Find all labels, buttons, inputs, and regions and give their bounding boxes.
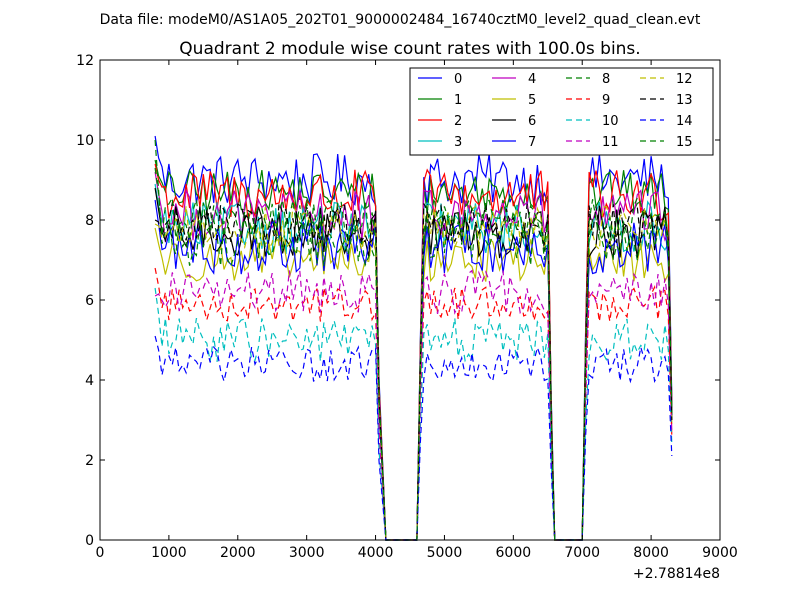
x-tick-label: 3000 xyxy=(289,545,325,561)
legend-label-7: 7 xyxy=(528,135,536,150)
y-tick-label: 6 xyxy=(85,293,94,309)
x-tick-label: 7000 xyxy=(564,545,600,561)
x-tick-label: 2000 xyxy=(220,545,256,561)
series-line-14 xyxy=(154,335,673,541)
legend-label-9: 9 xyxy=(602,93,610,108)
legend-label-8: 8 xyxy=(602,72,610,87)
legend-label-13: 13 xyxy=(676,93,693,108)
chart-title: Quadrant 2 module wise count rates with … xyxy=(179,39,640,59)
y-tick-label: 8 xyxy=(85,213,94,229)
series-line-8 xyxy=(154,139,673,541)
legend-label-12: 12 xyxy=(676,72,693,87)
y-tick-label: 2 xyxy=(85,453,94,469)
legend-label-6: 6 xyxy=(528,114,536,129)
legend-label-15: 15 xyxy=(676,135,693,150)
legend-label-5: 5 xyxy=(528,93,536,108)
legend-label-2: 2 xyxy=(454,114,462,129)
legend-label-0: 0 xyxy=(454,72,462,87)
ticks-layer: 0 1000 2000 3000 4000 5000 6000 7000 8000 9000 0 2 4… xyxy=(76,53,738,561)
chart-suptitle: Data file: modeM0/AS1A05_202T01_90000024… xyxy=(100,12,701,28)
x-tick-label: 6000 xyxy=(496,545,532,561)
x-tick-label: 1000 xyxy=(151,545,187,561)
legend-label-3: 3 xyxy=(454,135,462,150)
x-tick-label: 8000 xyxy=(633,545,669,561)
legend-label-1: 1 xyxy=(454,93,462,108)
legend-label-14: 14 xyxy=(676,114,693,129)
y-tick-label: 0 xyxy=(85,533,94,549)
x-offset-label: +2.78814e8 xyxy=(633,566,720,582)
x-tick-label: 9000 xyxy=(702,545,738,561)
y-tick-label: 10 xyxy=(76,133,94,149)
y-tick-label: 12 xyxy=(76,53,94,69)
y-tick-label: 4 xyxy=(85,373,94,389)
legend-label-11: 11 xyxy=(602,135,619,150)
x-tick-label: 0 xyxy=(96,545,105,561)
x-tick-label: 5000 xyxy=(427,545,463,561)
series-line-15 xyxy=(154,167,673,541)
legend-label-10: 10 xyxy=(602,114,619,129)
legend-label-4: 4 xyxy=(528,72,536,87)
x-tick-label: 4000 xyxy=(358,545,394,561)
